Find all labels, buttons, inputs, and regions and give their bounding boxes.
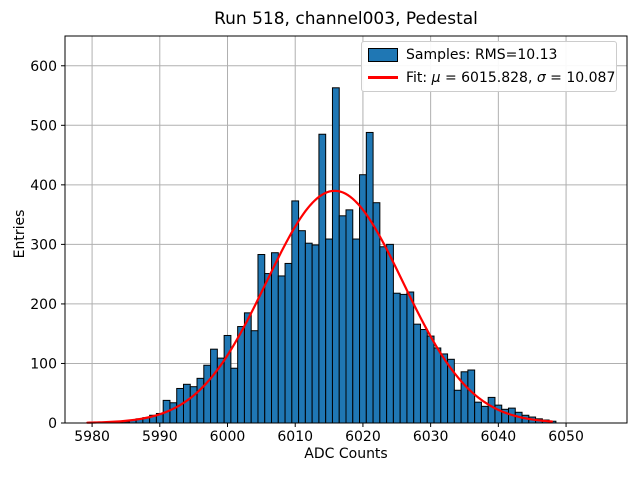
histogram-bar — [379, 246, 388, 424]
histogram-bar — [298, 230, 306, 424]
x-axis-label: ADC Counts — [304, 446, 388, 462]
histogram-bar — [169, 402, 178, 424]
histogram-bar — [331, 87, 340, 424]
histogram-bar — [413, 323, 421, 424]
histogram-bar — [284, 262, 293, 424]
y-axis-label: Entries — [12, 209, 28, 259]
histogram-bar — [223, 334, 232, 424]
histogram-bar — [338, 215, 347, 424]
histogram-bar — [487, 396, 496, 424]
histogram-bar — [230, 367, 239, 424]
y-tick-label: 100 — [30, 356, 57, 372]
fit-line-swatch — [368, 76, 398, 80]
mu-symbol: μ — [431, 69, 441, 86]
histogram-bar — [291, 200, 300, 424]
histogram-bar — [386, 243, 394, 424]
histogram-bar — [433, 347, 442, 424]
legend-item-samples: Samples: RMS=10.13 — [368, 44, 610, 67]
histogram-bar — [196, 377, 205, 424]
y-tick-label: 200 — [30, 297, 57, 313]
x-tick-label: 5990 — [142, 429, 178, 445]
sigma-symbol: σ — [536, 69, 546, 86]
histogram-bar — [243, 312, 252, 424]
y-tick-label: 0 — [48, 416, 57, 432]
histogram-bar — [345, 209, 354, 424]
histogram-bar — [392, 292, 401, 424]
histogram-bar — [237, 326, 245, 424]
histogram-bar — [399, 293, 408, 424]
histogram-bar — [318, 133, 327, 424]
histogram-bar — [311, 244, 320, 424]
legend-item-fit: Fit: μ = 6015.828, σ = 10.087 — [368, 67, 615, 90]
histogram-bar — [210, 348, 218, 424]
histogram-bar — [304, 242, 313, 424]
histogram-bar — [250, 330, 259, 424]
histogram-bar — [365, 131, 374, 424]
y-tick-label: 500 — [30, 118, 57, 134]
histogram-bar — [474, 401, 482, 424]
histogram-bar — [325, 238, 333, 424]
histogram-bar — [419, 329, 428, 424]
y-tick-label: 600 — [30, 59, 57, 75]
legend: Samples: RMS=10.13 Fit: μ = 6015.828, σ … — [361, 41, 617, 92]
histogram-bar — [264, 273, 273, 424]
x-tick-label: 6050 — [548, 429, 584, 445]
gaussian-fit-curve — [86, 189, 553, 424]
y-tick-label: 300 — [30, 237, 57, 253]
x-tick-label: 5980 — [74, 429, 110, 445]
histogram-bar — [257, 254, 266, 424]
legend-fit-sigma-value: = 10.087 — [545, 69, 616, 86]
histogram-bar — [277, 275, 286, 424]
legend-samples-label: Samples: RMS=10.13 — [406, 47, 558, 64]
legend-fit-label: Fit: μ = 6015.828, σ = 10.087 — [406, 70, 615, 86]
axes-frame — [64, 35, 628, 424]
x-tick-label: 6030 — [413, 429, 449, 445]
x-tick-label: 6040 — [481, 429, 517, 445]
legend-fit-mu-value: = 6015.828, — [440, 69, 537, 86]
histogram-bar — [271, 252, 279, 424]
x-tick-label: 6010 — [277, 429, 313, 445]
histogram-bar — [352, 238, 361, 424]
histogram-bar — [480, 405, 489, 424]
histogram-bar — [467, 369, 476, 424]
histogram-bar — [406, 291, 415, 424]
histogram-bar — [453, 389, 462, 424]
samples-histogram-swatch — [368, 48, 398, 63]
histogram-bar — [203, 364, 212, 424]
x-tick-label: 6000 — [210, 429, 246, 445]
histogram-bar — [182, 383, 191, 424]
legend-fit-prefix: Fit: — [406, 69, 432, 86]
histogram-bar — [440, 353, 449, 424]
x-tick-label: 6020 — [345, 429, 381, 445]
y-tick-label: 400 — [30, 178, 57, 194]
histogram-bar — [460, 371, 469, 424]
histogram-bar — [426, 335, 435, 424]
chart-title: Run 518, channel003, Pedestal — [214, 9, 478, 29]
